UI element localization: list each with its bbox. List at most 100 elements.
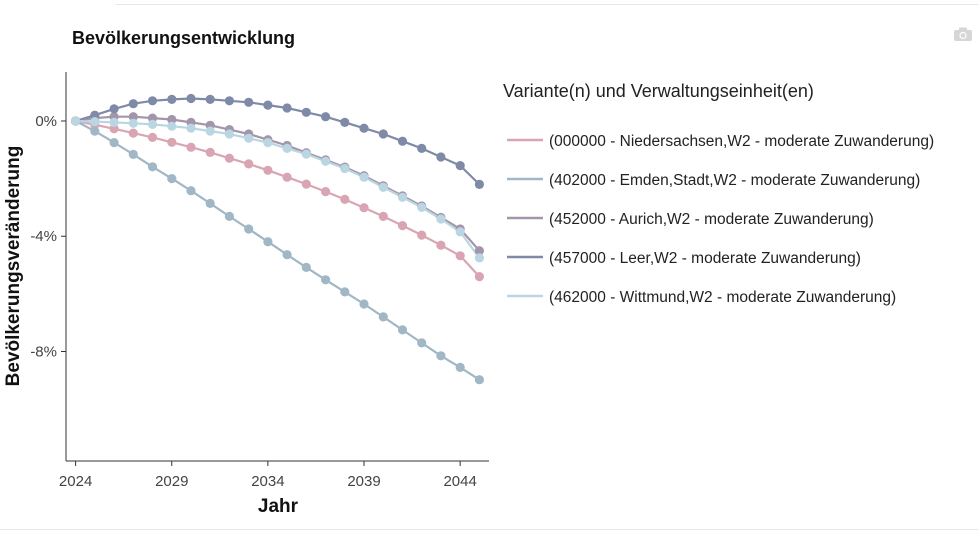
data-point-3 bbox=[244, 97, 254, 107]
data-point-1 bbox=[109, 138, 119, 148]
series-line-3 bbox=[75, 97, 481, 186]
data-point-0 bbox=[340, 194, 350, 204]
chart-legend: Variante(n) und Verwaltungseinheit(en) (… bbox=[503, 81, 934, 306]
data-point-3 bbox=[282, 103, 292, 113]
data-point-0 bbox=[186, 142, 196, 152]
chart-series-points bbox=[71, 93, 484, 385]
chart-axis-labels: Jahr Bevölkerungsveränderung bbox=[3, 146, 299, 517]
camera-icon[interactable] bbox=[953, 26, 973, 42]
data-point-2 bbox=[128, 112, 138, 122]
data-point-2 bbox=[474, 246, 484, 256]
data-point-0 bbox=[224, 153, 234, 163]
legend-title: Variante(n) und Verwaltungseinheit(en) bbox=[503, 81, 814, 101]
data-point-4 bbox=[340, 163, 350, 174]
data-point-1 bbox=[455, 362, 465, 372]
data-point-3 bbox=[436, 152, 446, 162]
data-point-4 bbox=[378, 182, 388, 192]
data-point-4 bbox=[397, 192, 408, 202]
data-point-4 bbox=[263, 138, 273, 148]
series-line-2 bbox=[75, 115, 481, 252]
data-point-1 bbox=[378, 312, 388, 322]
data-point-1 bbox=[186, 186, 196, 196]
data-point-3 bbox=[455, 161, 465, 171]
data-point-3 bbox=[128, 99, 138, 109]
legend-entry-1: (402000 - Emden,Stadt,W2 - moderate Zuwa… bbox=[549, 172, 920, 189]
data-point-1 bbox=[359, 299, 369, 309]
data-point-4 bbox=[417, 202, 427, 212]
data-point-1 bbox=[263, 237, 273, 247]
data-point-4 bbox=[167, 121, 177, 131]
data-point-0 bbox=[147, 132, 158, 142]
data-point-0 bbox=[282, 172, 292, 182]
data-point-4 bbox=[301, 149, 311, 159]
data-point-4 bbox=[282, 143, 292, 153]
data-point-1 bbox=[282, 250, 292, 260]
data-point-3 bbox=[301, 107, 311, 117]
y-tick-label: -8% bbox=[30, 344, 57, 361]
data-point-3 bbox=[167, 94, 177, 104]
data-point-1 bbox=[340, 287, 350, 297]
data-point-0 bbox=[378, 211, 388, 221]
x-tick-label: 2044 bbox=[443, 473, 476, 490]
data-point-3 bbox=[417, 143, 427, 153]
data-point-0 bbox=[359, 203, 369, 213]
data-point-0 bbox=[321, 187, 331, 197]
data-point-3 bbox=[397, 136, 408, 146]
data-point-3 bbox=[321, 112, 331, 122]
top-border bbox=[116, 4, 978, 5]
y-axis-label: Bevölkerungsveränderung bbox=[3, 146, 24, 387]
data-point-0 bbox=[128, 128, 138, 138]
legend-entry-2: (452000 - Aurich,W2 - moderate Zuwanderu… bbox=[549, 211, 874, 228]
data-point-4 bbox=[244, 133, 254, 143]
legend-entry-4: (462000 - Wittmund,W2 - moderate Zuwande… bbox=[549, 289, 896, 306]
legend-entry-3: (457000 - Leer,W2 - moderate Zuwanderung… bbox=[549, 250, 861, 267]
data-point-4 bbox=[90, 117, 100, 127]
data-point-0 bbox=[301, 179, 311, 189]
data-point-1 bbox=[474, 375, 484, 385]
data-point-3 bbox=[340, 117, 350, 127]
data-point-4 bbox=[147, 119, 158, 129]
data-point-1 bbox=[244, 224, 254, 234]
data-point-4 bbox=[321, 156, 331, 166]
data-point-0 bbox=[263, 165, 273, 175]
y-tick-label: -4% bbox=[30, 228, 57, 245]
chart-series-lines bbox=[75, 97, 481, 381]
data-point-3 bbox=[263, 100, 273, 110]
data-point-1 bbox=[147, 162, 158, 172]
data-point-4 bbox=[436, 214, 446, 224]
data-point-3 bbox=[205, 94, 215, 104]
data-point-4 bbox=[474, 253, 484, 263]
data-point-3 bbox=[378, 129, 388, 139]
data-point-1 bbox=[167, 174, 177, 184]
data-point-4 bbox=[186, 123, 196, 133]
data-point-3 bbox=[147, 96, 158, 106]
data-point-4 bbox=[205, 126, 215, 136]
y-tick-label: 0% bbox=[35, 113, 57, 130]
data-point-0 bbox=[436, 240, 446, 250]
legend-entry-0: (000000 - Niedersachsen,W2 - moderate Zu… bbox=[549, 133, 934, 150]
series-line-0 bbox=[75, 119, 481, 278]
data-point-0 bbox=[167, 137, 177, 147]
data-point-1 bbox=[301, 262, 311, 272]
data-point-1 bbox=[128, 149, 138, 159]
data-point-0 bbox=[244, 159, 254, 169]
data-point-1 bbox=[205, 198, 215, 208]
x-tick-label: 2024 bbox=[59, 473, 92, 490]
data-point-1 bbox=[397, 325, 408, 335]
data-point-4 bbox=[128, 118, 138, 128]
chart-title: Bevölkerungsentwicklung bbox=[72, 28, 296, 48]
data-point-3 bbox=[359, 123, 369, 133]
data-point-4 bbox=[455, 227, 465, 237]
series-line-4 bbox=[75, 119, 481, 259]
data-point-3 bbox=[90, 110, 100, 120]
data-point-3 bbox=[474, 179, 484, 189]
x-axis-label: Jahr bbox=[258, 496, 299, 517]
chart-axes: 2024 2029 2034 2039 2044 0% -4% -8% bbox=[30, 72, 489, 490]
data-point-3 bbox=[224, 96, 234, 106]
data-point-0 bbox=[455, 251, 465, 261]
data-point-1 bbox=[90, 126, 100, 136]
data-point-1 bbox=[417, 338, 427, 348]
data-point-0 bbox=[109, 124, 119, 134]
x-tick-label: 2034 bbox=[251, 473, 284, 490]
